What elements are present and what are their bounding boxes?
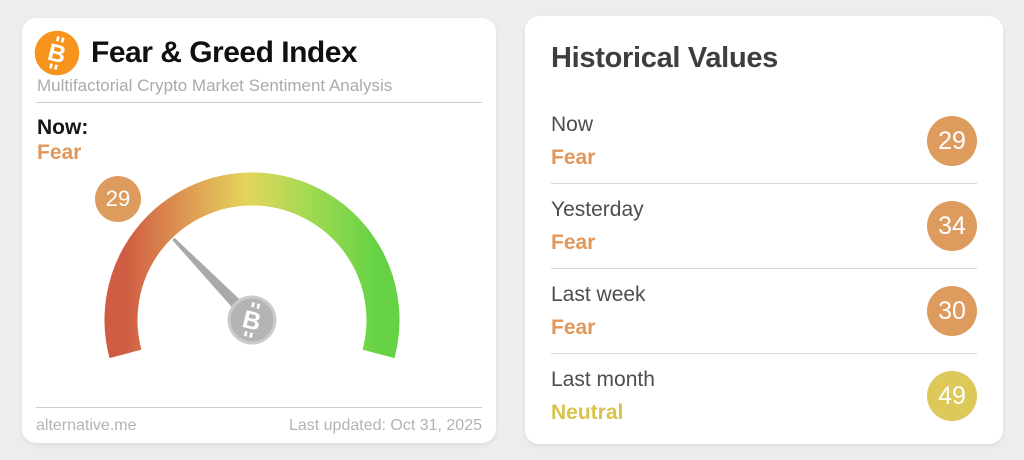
list-item: Now Fear 29 (551, 99, 977, 184)
historical-values-list: Now Fear 29 Yesterday Fear 34 Last week … (551, 99, 977, 438)
bitcoin-icon: B (34, 30, 80, 76)
row-label: Yesterday (551, 198, 644, 221)
svg-text:B: B (45, 39, 69, 69)
card-footer: alternative.me Last updated: Oct 31, 202… (36, 407, 482, 435)
list-item: Last week Fear 30 (551, 269, 977, 354)
header-divider (36, 102, 482, 103)
gauge-value-badge: 29 (95, 176, 141, 222)
row-classification: Fear (551, 231, 596, 254)
fear-greed-index-card: B Fear & Greed Index Multifactorial Cryp… (22, 18, 496, 443)
historical-values-title: Historical Values (551, 42, 779, 74)
row-label: Last week (551, 283, 646, 306)
value-badge: 34 (927, 201, 977, 251)
row-label: Last month (551, 368, 655, 391)
value-badge: 30 (927, 286, 977, 336)
gauge-pivot (227, 295, 277, 345)
value-badge: 29 (927, 116, 977, 166)
value-badge: 49 (927, 371, 977, 421)
list-item: Yesterday Fear 34 (551, 184, 977, 269)
now-label: Now: (37, 116, 89, 139)
row-classification: Fear (551, 316, 596, 339)
row-classification: Fear (551, 146, 596, 169)
page-title: Fear & Greed Index (91, 36, 358, 69)
row-classification: Neutral (551, 401, 624, 424)
last-updated: Last updated: Oct 31, 2025 (288, 417, 482, 434)
list-item: Last month Neutral 49 (551, 354, 977, 438)
gauge-arc (104, 172, 400, 359)
row-label: Now (551, 113, 594, 136)
fear-greed-gauge: B (104, 172, 400, 359)
subtitle: Multifactorial Crypto Market Sentiment A… (37, 76, 393, 95)
card-header: B Fear & Greed Index (34, 30, 358, 76)
source-link[interactable]: alternative.me (36, 417, 137, 434)
now-classification: Fear (37, 141, 82, 164)
historical-values-card: Historical Values Now Fear 29 Yesterday … (525, 16, 1003, 444)
